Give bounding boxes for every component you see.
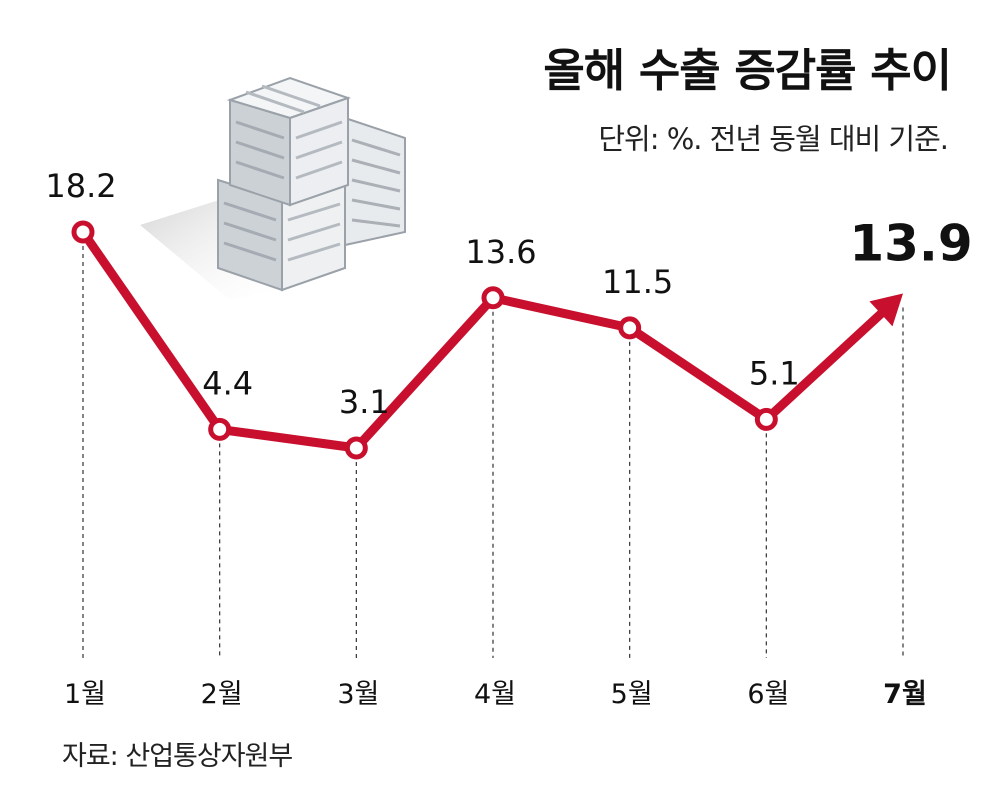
x-tick-label: 3월 bbox=[337, 679, 379, 710]
data-label: 13.9 bbox=[849, 215, 972, 273]
data-point bbox=[481, 286, 505, 310]
data-label: 11.5 bbox=[602, 263, 673, 301]
data-label: 18.2 bbox=[45, 167, 116, 205]
data-label: 3.1 bbox=[339, 383, 390, 421]
data-label: 4.4 bbox=[202, 364, 253, 402]
data-point bbox=[71, 220, 95, 244]
data-point bbox=[208, 417, 232, 441]
data-point bbox=[344, 436, 368, 460]
data-point bbox=[754, 407, 778, 431]
x-tick-label: 7월 bbox=[883, 679, 927, 710]
x-tick-label: 5월 bbox=[611, 679, 653, 710]
data-point bbox=[618, 316, 642, 340]
x-tick-label: 1월 bbox=[64, 679, 106, 710]
data-label: 13.6 bbox=[465, 233, 536, 271]
source-note: 자료: 산업통상자원부 bbox=[62, 741, 293, 772]
x-tick-label: 4월 bbox=[474, 679, 516, 710]
chart-subtitle: 단위: %. 전년 동월 대비 기준. bbox=[598, 122, 949, 156]
stacked-crates-icon bbox=[140, 76, 406, 300]
arrow-head bbox=[869, 293, 903, 327]
x-tick-label: 2월 bbox=[201, 679, 243, 710]
data-label: 5.1 bbox=[749, 354, 800, 392]
chart-title: 올해 수출 증감률 추이 bbox=[543, 44, 952, 97]
x-tick-label: 6월 bbox=[747, 679, 789, 710]
